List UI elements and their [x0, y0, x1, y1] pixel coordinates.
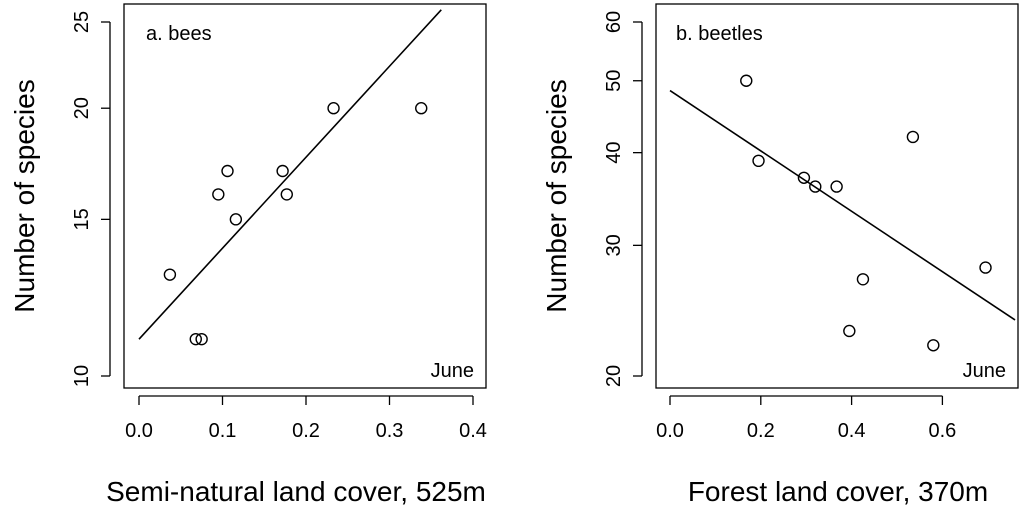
- y-tick-label: 20: [603, 365, 625, 387]
- data-point: [797, 171, 811, 184]
- data-point: [229, 213, 243, 226]
- y-tick-label: 10: [71, 365, 93, 387]
- data-point: [221, 164, 234, 178]
- month-label: June: [963, 360, 1006, 382]
- data-point: [327, 102, 340, 115]
- plot-frame: [655, 3, 1019, 389]
- x-tick-label: 0.6: [928, 420, 956, 442]
- data-point: [752, 154, 765, 168]
- data-point: [415, 102, 428, 115]
- data-point: [212, 188, 225, 201]
- y-axis: 10 15 20 25: [71, 11, 111, 387]
- x-axis-title: Forest land cover, 370m: [688, 476, 988, 507]
- y-tick-label: 20: [71, 97, 93, 119]
- y-tick-label: 25: [71, 11, 93, 33]
- data-point: [906, 130, 920, 144]
- x-tick-label: 0.4: [838, 420, 866, 442]
- x-tick-label: 0.3: [376, 420, 404, 442]
- data-point: [830, 180, 843, 193]
- month-label: June: [431, 360, 474, 382]
- panel-title: b. beetles: [676, 23, 763, 45]
- y-tick-label: 50: [603, 70, 625, 92]
- data-point: [979, 261, 992, 274]
- panel-bees: a. bees June Semi-natural land cover, 52…: [9, 3, 487, 507]
- x-tick-label: 0.4: [459, 420, 487, 442]
- x-axis: 0.0 0.2 0.4 0.6: [656, 395, 956, 442]
- data-point: [189, 332, 202, 346]
- plot-marks: [669, 74, 1016, 352]
- x-axis-title: Semi-natural land cover, 525m: [106, 476, 486, 507]
- data-point: [809, 180, 822, 193]
- data-point: [276, 164, 289, 178]
- x-tick-label: 0.0: [125, 420, 153, 442]
- x-tick-label: 0.1: [209, 420, 237, 442]
- x-tick-label: 0.2: [292, 420, 320, 442]
- y-tick-label: 40: [603, 142, 625, 164]
- regression-line: [138, 9, 442, 340]
- y-tick-label: 30: [603, 234, 625, 256]
- data-point: [195, 332, 208, 346]
- x-tick-label: 0.2: [747, 420, 775, 442]
- x-axis: 0.0 0.1 0.2 0.3 0.4: [125, 395, 487, 442]
- y-axis-title: Number of species: [541, 79, 572, 312]
- x-tick-label: 0.0: [656, 420, 684, 442]
- data-point: [740, 74, 753, 87]
- data-point: [280, 188, 293, 201]
- y-axis: 20 30 40 50 60: [603, 11, 643, 387]
- y-axis-title: Number of species: [9, 79, 40, 312]
- regression-line: [669, 89, 1016, 321]
- data-point: [927, 339, 940, 352]
- data-point: [163, 268, 177, 281]
- data-point: [843, 324, 856, 338]
- y-tick-label: 60: [603, 11, 625, 33]
- panel-beetles: b. beetles June Forest land cover, 370m …: [541, 3, 1019, 507]
- panel-title: a. bees: [146, 23, 212, 45]
- plot-frame: [123, 3, 487, 389]
- y-tick-label: 15: [71, 208, 93, 230]
- data-point: [856, 273, 870, 286]
- plot-marks: [138, 9, 442, 346]
